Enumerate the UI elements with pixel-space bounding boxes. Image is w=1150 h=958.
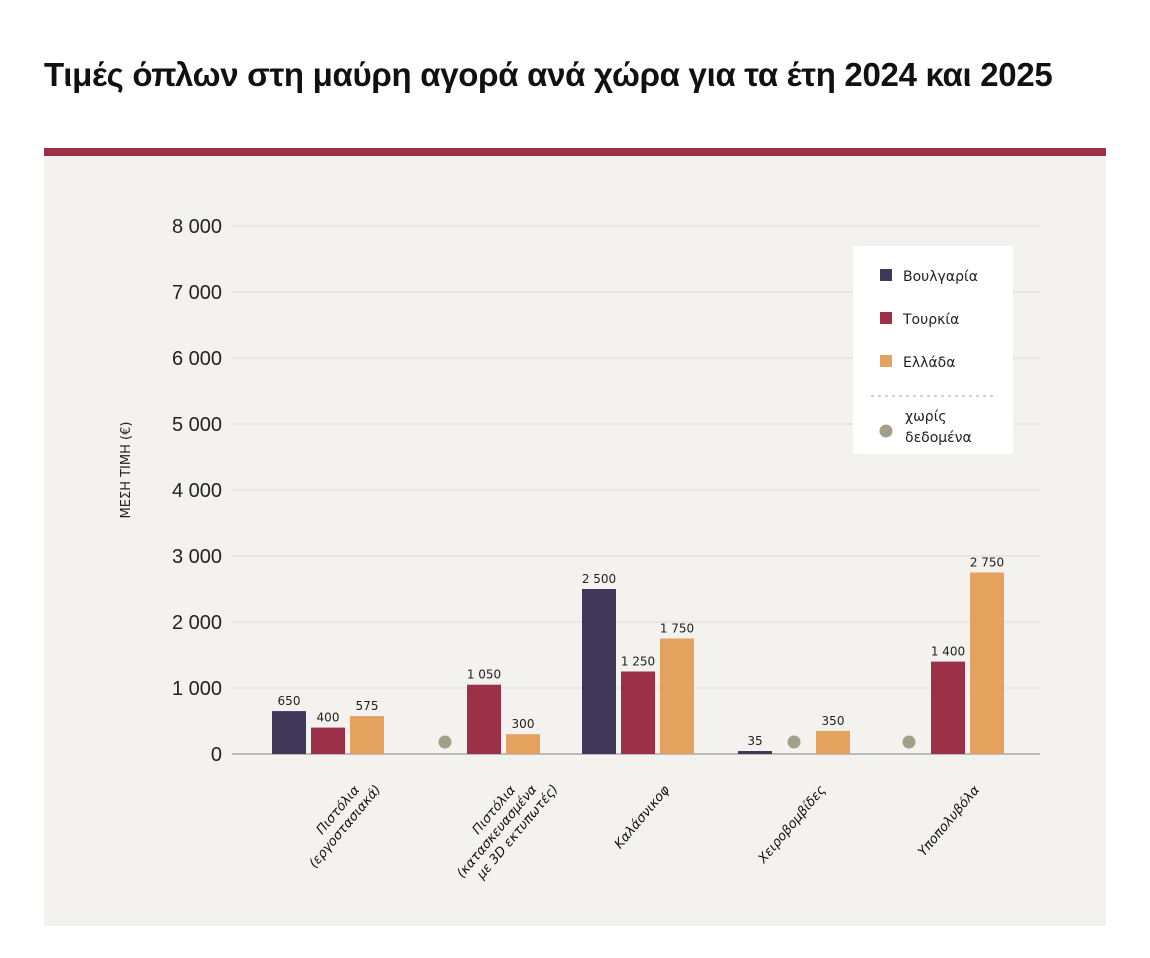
bar-3 bbox=[660, 638, 694, 754]
bar-2 bbox=[311, 727, 345, 754]
y-tick-label: 4 000 bbox=[172, 480, 222, 502]
legend-no-data-label-line1: χωρίς bbox=[905, 409, 947, 425]
y-tick-label: 3 000 bbox=[172, 546, 222, 568]
data-label: 350 bbox=[822, 714, 845, 728]
bar-3 bbox=[970, 572, 1004, 754]
data-label: 35 bbox=[747, 734, 762, 748]
legend-label: Βουλγαρία bbox=[903, 269, 978, 285]
no-data-marker bbox=[902, 735, 916, 749]
legend-label: Ελλάδα bbox=[903, 355, 955, 371]
x-tick-label: Πιστόλια(εργοστασιακά) bbox=[294, 772, 384, 871]
data-label: 300 bbox=[512, 717, 535, 731]
data-label: 1 400 bbox=[931, 645, 965, 659]
bar-3 bbox=[816, 730, 850, 754]
title-divider bbox=[44, 148, 1106, 156]
x-tick-label-line: Χειροβομβίδες bbox=[755, 783, 829, 868]
y-axis-label: ΜΕΣΗ ΤΙΜΗ (€) bbox=[119, 422, 134, 519]
chart-title: Τιμές όπλων στη μαύρη αγορά ανά χώρα για… bbox=[44, 56, 1053, 93]
x-tick-label: Πιστόλια(κατασκευασμέναμε 3D εκτυπωτές) bbox=[442, 761, 562, 891]
data-label: 2 750 bbox=[970, 556, 1004, 570]
data-label: 575 bbox=[356, 699, 379, 713]
bar-2 bbox=[467, 684, 501, 754]
data-label: 650 bbox=[278, 694, 301, 708]
y-tick-label: 6 000 bbox=[172, 348, 222, 370]
x-tick-label-line: Καλάσνικοφ bbox=[612, 783, 674, 852]
legend-swatch bbox=[880, 312, 892, 324]
y-tick-label: 8 000 bbox=[172, 216, 222, 238]
y-tick-label: 2 000 bbox=[172, 612, 222, 634]
legend-no-data-marker bbox=[879, 424, 893, 438]
bar-2 bbox=[931, 661, 965, 754]
x-tick-label: Καλάσνικοφ bbox=[612, 783, 674, 852]
legend-label: Τουρκία bbox=[902, 312, 959, 328]
y-tick-label: 0 bbox=[211, 744, 222, 766]
y-tick-label: 1 000 bbox=[172, 678, 222, 700]
bar-1 bbox=[272, 711, 306, 754]
legend-no-data-label-line2: δεδομένα bbox=[905, 430, 972, 446]
bar-3 bbox=[506, 734, 540, 754]
bar-1 bbox=[582, 589, 616, 754]
data-label: 1 750 bbox=[660, 622, 694, 636]
data-label: 1 250 bbox=[621, 655, 655, 669]
data-label: 1 050 bbox=[467, 668, 501, 682]
x-tick-label: Υποπολυβόλα bbox=[916, 783, 984, 860]
no-data-marker bbox=[438, 735, 452, 749]
data-label: 400 bbox=[317, 711, 340, 725]
no-data-marker bbox=[787, 735, 801, 749]
legend-swatch bbox=[880, 269, 892, 281]
y-tick-label: 7 000 bbox=[172, 282, 222, 304]
data-label: 2 500 bbox=[582, 572, 616, 586]
x-tick-label-line: Υποπολυβόλα bbox=[916, 783, 984, 860]
bar-1 bbox=[738, 751, 772, 754]
y-tick-label: 5 000 bbox=[172, 414, 222, 436]
legend-box bbox=[853, 246, 1013, 454]
bar-2 bbox=[621, 671, 655, 754]
x-tick-label: Χειροβομβίδες bbox=[755, 783, 829, 868]
legend-swatch bbox=[880, 355, 892, 367]
bar-3 bbox=[350, 716, 384, 754]
